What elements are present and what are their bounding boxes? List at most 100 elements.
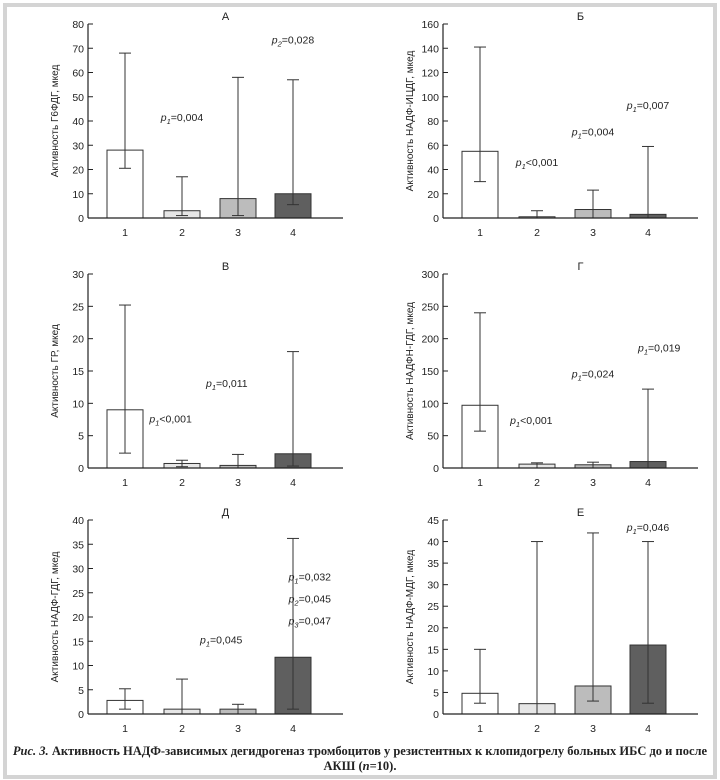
y-axis-label: Активность НАДФ-МДГ, мкед <box>405 550 416 685</box>
p-value-annotation: p1=0,007 <box>626 100 670 114</box>
caption-n: n <box>362 759 370 773</box>
p-symbol: p <box>626 100 633 112</box>
y-tick-label: 200 <box>421 334 439 346</box>
x-tick-label: 4 <box>645 477 651 489</box>
p-value-annotation: p1=0,019 <box>637 343 681 357</box>
x-tick-label: 3 <box>590 227 596 239</box>
p-value-annotation: p1=0,004 <box>571 127 615 141</box>
p-subscript: 3 <box>294 621 299 630</box>
x-tick-label: 2 <box>179 227 185 239</box>
p-symbol: p <box>571 368 578 380</box>
x-tick-label: 3 <box>590 723 596 735</box>
y-axis-label: Активность ГР, мкед <box>50 324 61 418</box>
p-value-annotation: p2=0,028 <box>271 34 315 48</box>
p-subscript: 1 <box>167 117 171 126</box>
caption-tail: =10). <box>369 759 397 773</box>
p-value-annotation: p1<0,001 <box>515 157 559 171</box>
y-axis-label: Активность Г6ФДГ, мкед <box>50 65 61 178</box>
p-value: =0,032 <box>299 572 332 584</box>
y-tick-label: 20 <box>427 189 439 201</box>
y-tick-label: 15 <box>72 366 84 378</box>
x-tick-label: 4 <box>645 723 651 735</box>
y-tick-label: 50 <box>72 92 84 104</box>
p-value: <0,001 <box>526 157 559 169</box>
p-symbol: p <box>515 157 522 169</box>
chart-title: Д <box>222 507 230 519</box>
y-tick-label: 10 <box>72 398 84 410</box>
p-symbol: p <box>205 378 212 390</box>
panel-v: В Активность ГР, мкед 0 5 10 15 20 25 30 1 2 3 4 p1<0… <box>0 250 360 500</box>
bar-chart: Г Активность НАДФН-ГДГ, мкед 0 50 100 150 200 2… <box>405 261 698 489</box>
x-tick-label: 2 <box>179 477 185 489</box>
x-tick-label: 4 <box>290 227 296 239</box>
p-value: =0,007 <box>637 100 670 112</box>
p-symbol: p <box>148 414 155 426</box>
y-tick-label: 0 <box>433 709 439 721</box>
p-subscript: 1 <box>578 373 582 382</box>
y-tick-label: 0 <box>433 213 439 225</box>
y-tick-label: 70 <box>72 43 84 55</box>
p-value-annotation: p1=0,011 <box>205 378 248 392</box>
p-value: =0,028 <box>282 34 315 46</box>
p-symbol: p <box>509 415 516 427</box>
p-symbol: p <box>199 635 206 647</box>
x-tick-label: 1 <box>477 477 483 489</box>
p-symbol: p <box>288 572 295 584</box>
p-value: =0,045 <box>210 635 243 647</box>
panel-d: Д Активность НАДФ-ГДГ, мкед 0 5 10 15 20 25 30 35… <box>0 496 360 746</box>
y-tick-label: 100 <box>421 92 439 104</box>
caption-text: Активность НАДФ-зависимых дегидрогеназ т… <box>48 744 708 773</box>
p-subscript: 2 <box>293 599 299 608</box>
y-tick-label: 0 <box>78 213 84 225</box>
p-symbol: p <box>271 34 278 46</box>
y-tick-label: 0 <box>78 709 84 721</box>
y-tick-label: 5 <box>78 431 84 443</box>
p-value-annotation: p1=0,024 <box>571 368 615 382</box>
panel-e: Е Активность НАДФ-МДГ, мкед 0 5 10 15 20 25 30 35… <box>355 496 715 746</box>
p-value-annotation: p1=0,046 <box>626 522 670 536</box>
panel-g: Г Активность НАДФН-ГДГ, мкед 0 50 100 150 200 2… <box>355 250 715 500</box>
x-tick-label: 2 <box>534 227 540 239</box>
y-tick-label: 140 <box>421 43 439 55</box>
p-value: =0,045 <box>299 594 332 606</box>
p-value-annotation: p1=0,004 <box>160 112 204 126</box>
p-subscript: 1 <box>516 420 520 429</box>
y-tick-label: 30 <box>72 269 84 281</box>
x-tick-label: 3 <box>235 723 241 735</box>
p-value: =0,047 <box>299 616 332 628</box>
p-symbol: p <box>626 522 633 534</box>
p-symbol: p <box>288 616 295 628</box>
y-tick-label: 15 <box>427 644 439 656</box>
y-tick-label: 25 <box>427 601 439 613</box>
y-tick-label: 60 <box>427 140 439 152</box>
y-tick-label: 25 <box>72 588 84 600</box>
bar-chart: Е Активность НАДФ-МДГ, мкед 0 5 10 15 20 25 30 35… <box>405 507 698 735</box>
x-tick-label: 4 <box>290 723 296 735</box>
chart-title: Г <box>578 261 584 273</box>
y-tick-label: 25 <box>72 301 84 313</box>
y-tick-label: 0 <box>433 463 439 475</box>
y-tick-label: 35 <box>72 539 84 551</box>
p-symbol: p <box>288 594 295 606</box>
chart-title: В <box>222 261 229 273</box>
y-tick-label: 30 <box>72 564 84 576</box>
y-tick-label: 160 <box>421 19 439 31</box>
p-symbol: p <box>637 343 644 355</box>
p-value: =0,004 <box>171 112 204 124</box>
y-tick-label: 20 <box>427 623 439 635</box>
y-axis-label: Активность НАДФ-ИЦДГ, мкед <box>405 51 416 192</box>
y-tick-label: 40 <box>427 165 439 177</box>
y-tick-label: 15 <box>72 636 84 648</box>
bar-chart: Б Активность НАДФ-ИЦДГ, мкед 0 20 40 60 80 100 1… <box>405 11 698 239</box>
panel-b: Б Активность НАДФ-ИЦДГ, мкед 0 20 40 60 80 100 1… <box>355 0 715 250</box>
x-tick-label: 2 <box>179 723 185 735</box>
y-tick-label: 250 <box>421 301 439 313</box>
p-symbol: p <box>571 127 578 139</box>
y-tick-label: 35 <box>427 558 439 570</box>
y-tick-label: 10 <box>427 666 439 678</box>
y-tick-label: 10 <box>72 661 84 673</box>
y-tick-label: 80 <box>72 19 84 31</box>
caption-prefix: Рис. 3. <box>12 744 49 758</box>
chart-title: А <box>222 11 230 23</box>
